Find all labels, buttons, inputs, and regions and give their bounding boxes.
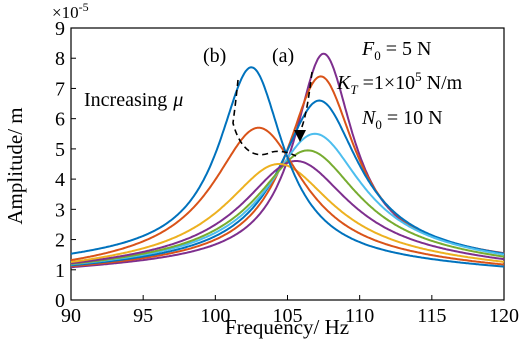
y-tick-label: 1 [55,260,65,282]
y-tick-label: 8 [55,48,65,70]
x-tick-label: 105 [273,305,303,327]
series-layer [70,52,505,269]
x-tick-label: 95 [133,305,153,327]
y-tick-label: 0 [55,290,65,312]
x-axis-label: Frequency/ Hz [225,315,349,339]
x-tick-label: 120 [489,305,519,327]
series-line-9 [70,66,505,268]
y-tick-label: 9 [55,18,65,40]
ticks: 90 95 100 105 110 115 120 0 1 2 3 4 5 6 7 8 9 [55,18,519,327]
y-tick-label: 4 [55,169,65,191]
x-tick-label: 115 [417,305,446,327]
y-axis-label: Amplitude/ m [3,107,27,224]
label-a: (a) [272,45,294,67]
y-tick-label: 6 [55,109,65,131]
series-line-7 [70,163,505,263]
n0-label: N0 = 10 N [361,107,443,132]
y-tick-label: 2 [55,230,65,252]
kt-label: KT =1×105 N/m [336,69,463,97]
increasing-label: Increasing μ [84,89,183,111]
trend-arrow-a [294,130,306,142]
x-tick-label: 90 [61,305,81,327]
x-tick-label: 110 [345,305,374,327]
series-line-6 [70,160,505,265]
y-tick-label: 7 [55,78,65,100]
x-tick-label: 100 [200,305,230,327]
trend-line-b [232,79,297,157]
y-multiplier: ×10-5 [52,0,89,22]
y-tick-label: 3 [55,199,65,221]
series-line-5 [70,149,505,265]
series-line-3 [70,99,505,267]
y-tick-label: 5 [55,139,65,161]
f0-label: F0 = 5 N [361,38,431,63]
label-b: (b) [203,45,226,67]
